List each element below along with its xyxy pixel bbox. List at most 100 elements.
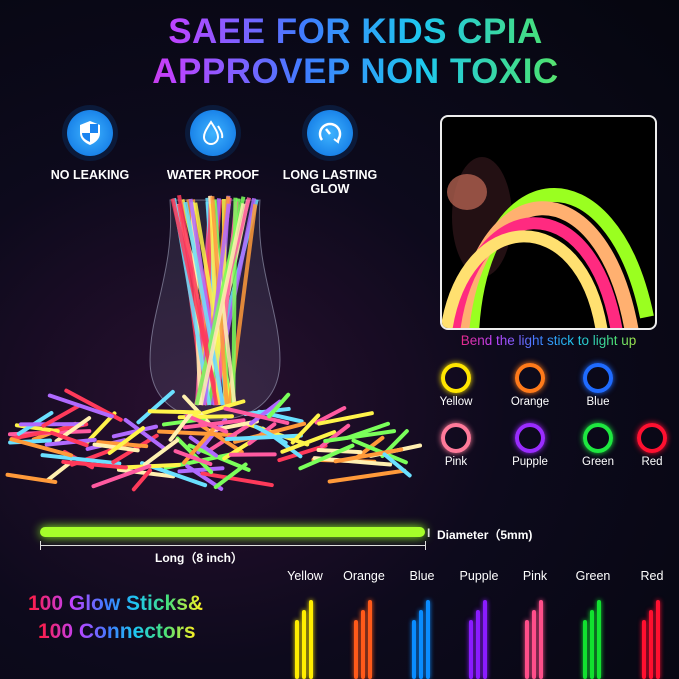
glow-stick [147, 409, 202, 415]
color-stick [590, 610, 594, 679]
color-label: Yellow [287, 569, 323, 583]
color-stick [656, 600, 660, 679]
glow-stick [277, 443, 328, 463]
glow-stick [177, 466, 225, 474]
glow-stick [85, 411, 117, 445]
color-label: Pupple [459, 569, 499, 583]
color-stick [419, 610, 423, 679]
ring-label: Blue [586, 396, 610, 408]
promo-line-2: 100 Connectors [38, 620, 196, 643]
shield-icon [67, 110, 113, 156]
glow-stick [224, 433, 303, 442]
glow-stick [111, 424, 159, 439]
glow-stick [107, 426, 146, 455]
color-stick [649, 610, 653, 679]
bent-glow-stick-photo [440, 115, 657, 330]
glow-stick-sample [40, 527, 425, 537]
length-bracket-end [40, 541, 41, 550]
length-bracket [40, 545, 426, 546]
glow-stick [198, 203, 246, 406]
glow-stick [173, 449, 213, 467]
glow-stick [280, 430, 337, 454]
diameter-label: Diameter（5mm) [437, 528, 533, 542]
glow-stick [183, 201, 225, 406]
color-stick [469, 620, 473, 679]
ring-label: Yellow [439, 396, 473, 408]
ring-orange [515, 363, 545, 393]
glow-stick [200, 471, 274, 488]
glow-stick [290, 413, 321, 445]
color-stick [539, 600, 543, 679]
color-stick [295, 620, 299, 679]
glow-stick [382, 452, 412, 478]
ring-label: Green [582, 456, 614, 468]
color-label: Orange [343, 569, 385, 583]
glow-stick [253, 424, 288, 445]
color-label: Red [640, 569, 664, 583]
glow-stick [223, 406, 290, 425]
color-stick [412, 620, 416, 679]
color-stick [476, 610, 480, 679]
color-label: Pink [522, 569, 548, 583]
gauge-icon [307, 110, 353, 156]
ring-pink [441, 423, 471, 453]
glow-stick [44, 437, 97, 447]
color-stick [426, 600, 430, 679]
glow-stick [91, 464, 152, 489]
glow-stick [9, 437, 73, 458]
water-drop-icon [190, 110, 236, 156]
glow-stick [61, 459, 128, 470]
glow-stick [143, 438, 180, 467]
color-stick [309, 600, 313, 679]
glow-stick [168, 410, 194, 442]
color-stick [302, 610, 306, 679]
color-stick [583, 620, 587, 679]
glow-stick [205, 419, 256, 454]
ring-green [583, 423, 613, 453]
glow-stick [49, 430, 89, 448]
feature-label: WATER PROOF [166, 168, 260, 182]
glow-stick [333, 447, 404, 464]
length-bracket-end [425, 541, 426, 550]
headline-line-1: SAEE FOR KIDS CPIA [0, 12, 679, 52]
glow-stick [314, 406, 347, 425]
glow-stick [249, 399, 282, 426]
feature-label: NO LEAKING [50, 168, 130, 182]
color-stick [361, 610, 365, 679]
glow-stick [188, 435, 219, 458]
glow-stick [317, 411, 374, 426]
glow-stick [182, 418, 246, 430]
glow-stick [267, 392, 291, 419]
glow-stick [47, 393, 114, 419]
ring-pupple [515, 423, 545, 453]
glow-stick [45, 460, 73, 483]
glow-stick [323, 429, 397, 444]
headline-line-2: APPROVEP NON TOXIC [0, 52, 679, 92]
diameter-marker: I [427, 526, 431, 540]
glow-stick [41, 403, 81, 428]
color-stick [597, 600, 601, 679]
color-stick [525, 620, 529, 679]
glow-stick [136, 389, 175, 425]
glow-stick [298, 443, 355, 471]
ring-yellow [441, 363, 471, 393]
feature-long-lasting-glow: LONG LASTING GLOW [275, 110, 385, 196]
glow-stick [327, 468, 407, 484]
vase-with-glow-sticks-image [5, 194, 423, 492]
color-stick [354, 620, 358, 679]
glow-stick [131, 468, 152, 492]
glow-stick [197, 422, 244, 454]
ring-label: Pupple [512, 456, 548, 468]
glow-stick [5, 472, 58, 485]
glow-stick [175, 436, 214, 475]
feature-water-proof: WATER PROOF [158, 110, 268, 182]
length-label: Long（8 inch） [155, 551, 243, 565]
color-stick [368, 600, 372, 679]
color-label: Blue [409, 569, 435, 583]
glow-stick [157, 429, 237, 438]
bend-caption: Bend the light stick to light up [440, 333, 657, 348]
glow-stick [213, 462, 248, 490]
color-label: Green [575, 569, 611, 583]
ring-label: Pink [444, 456, 468, 468]
ring-label: Red [641, 456, 663, 468]
